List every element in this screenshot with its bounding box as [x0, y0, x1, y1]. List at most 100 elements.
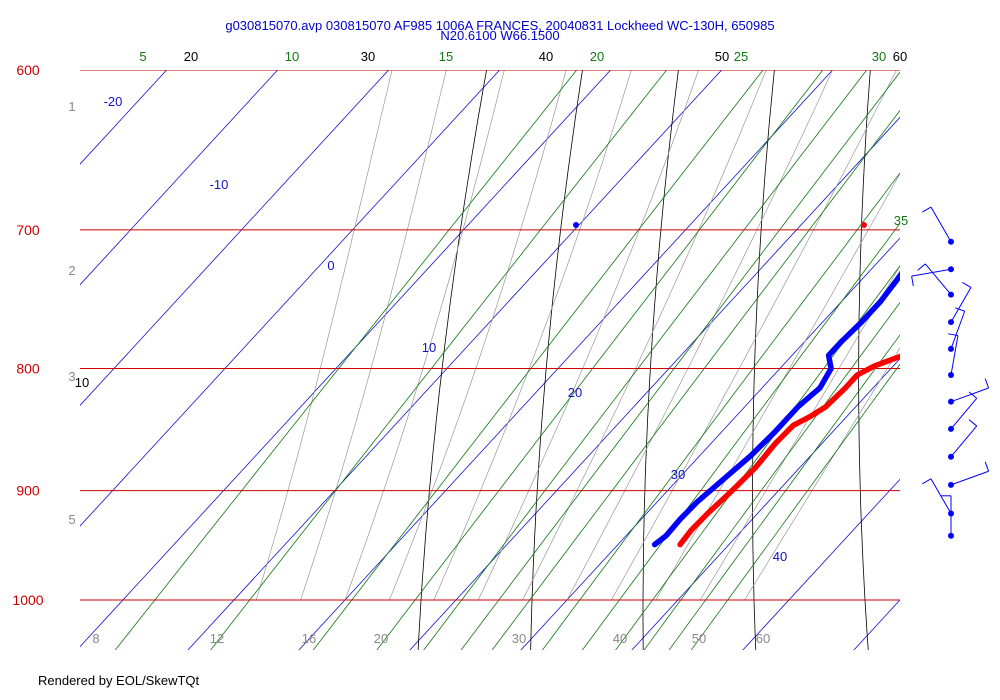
- wind-barb-dot: [948, 532, 954, 539]
- temperature-profile: [677, 353, 900, 548]
- isobar-label: 900: [16, 483, 40, 499]
- isotherm-line: [80, 70, 612, 648]
- mixing-ratio-line: [581, 222, 900, 650]
- isotherm-line: [742, 478, 900, 650]
- mixing-ratio-line: [312, 70, 764, 650]
- isotherm-label: 20: [568, 385, 582, 400]
- dewpoint-marker-dot: [573, 222, 579, 228]
- isotherm-line: [298, 70, 834, 650]
- isobar-label: 800: [16, 360, 40, 376]
- mixing-ratio-line: [668, 334, 900, 650]
- dry-adiabat-line: [530, 70, 583, 650]
- isotherm-label: -20: [104, 94, 123, 109]
- isotherm-line: [187, 70, 723, 650]
- dry-adiabat-label: 20: [184, 49, 198, 64]
- rendered-by-footer: Rendered by EOL/SkewTQt: [38, 673, 200, 688]
- moist-adiabat-line: [699, 265, 900, 601]
- mixing-ratio-label: 25: [734, 49, 748, 64]
- wind-barb-flag: [948, 333, 959, 337]
- moist-adiabat-line: [344, 70, 505, 601]
- wind-barb-flag: [922, 478, 932, 485]
- isotherm-line: [80, 70, 168, 165]
- chart-subtitle-location: N20.6100 W66.1500: [440, 28, 560, 43]
- dry-adiabat-label: 60: [893, 49, 907, 64]
- wind-barb-staff: [950, 470, 989, 486]
- mixing-ratio-label: 20: [590, 49, 604, 64]
- mixing-ratio-label: 30: [872, 49, 886, 64]
- mixing-ratio-label: 35: [894, 213, 908, 228]
- mixing-ratio-line: [376, 70, 824, 650]
- moist-adiabat-line: [655, 172, 900, 601]
- isotherm-line: [80, 70, 501, 527]
- dry-adiabat-label: 10: [75, 375, 89, 390]
- dewpoint-profile: [651, 270, 900, 548]
- wind-barb-staff: [950, 425, 978, 458]
- wind-barb-staff: [950, 311, 966, 350]
- isobar-label: 1000: [12, 592, 43, 608]
- dry-adiabat-label: 40: [539, 49, 553, 64]
- bottom-axis-label: 60: [756, 631, 770, 646]
- moist-adiabat-line: [522, 70, 767, 601]
- wind-barb-dot: [948, 319, 954, 326]
- isotherm-label: 0: [327, 258, 334, 273]
- mixing-ratio-label: 10: [285, 49, 299, 64]
- wind-barb-flag: [984, 378, 990, 389]
- moist-adiabat-line: [744, 347, 900, 601]
- mixing-ratio-line: [423, 70, 868, 650]
- wind-barb-dot: [948, 453, 954, 460]
- mixing-ratio-line: [615, 265, 900, 650]
- dry-adiabat-label: 50: [715, 49, 729, 64]
- moist-adiabat-line: [255, 70, 393, 601]
- dry-adiabat-label: 30: [361, 49, 375, 64]
- moist-adiabat-line: [566, 70, 833, 601]
- isotherm-line: [80, 70, 390, 406]
- wind-barb-flag: [984, 461, 990, 472]
- dry-adiabat-line: [417, 70, 488, 650]
- altitude-label: 5: [68, 512, 75, 527]
- isotherm-line: [0, 0, 11, 680]
- mixing-ratio-line: [690, 363, 900, 650]
- wind-barb-flag: [968, 391, 978, 399]
- bottom-axis-label: 30: [512, 631, 526, 646]
- bottom-axis-label: 50: [692, 631, 706, 646]
- bottom-axis-label: 8: [92, 631, 99, 646]
- isobar-label: 700: [16, 222, 40, 238]
- wind-barb-staff: [950, 387, 989, 403]
- bottom-axis-label: 12: [210, 631, 224, 646]
- altitude-label: 2: [68, 263, 75, 278]
- bottom-axis-label: 16: [302, 631, 316, 646]
- wind-barb-dot: [948, 345, 954, 352]
- wind-barb-dot: [948, 238, 954, 245]
- dry-adiabat-line: [642, 70, 679, 650]
- moist-adiabat-line: [433, 70, 632, 601]
- wind-barb-dot: [948, 425, 954, 432]
- moist-adiabat-line: [389, 70, 567, 601]
- mixing-ratio-label: 5: [139, 49, 146, 64]
- isotherm-line: [853, 599, 900, 650]
- isotherm-label: 30: [671, 467, 685, 482]
- dry-adiabat-line: [858, 70, 871, 650]
- moist-adiabat-line: [477, 70, 699, 601]
- isotherm-line: [80, 70, 279, 286]
- mixing-ratio-line: [210, 70, 668, 650]
- wind-barb-flag: [911, 276, 914, 287]
- moist-adiabat-line: [611, 70, 897, 601]
- wind-barb-dot: [948, 481, 954, 488]
- isobar-label: 600: [16, 62, 40, 78]
- wind-barb-flag: [955, 307, 965, 312]
- dry-adiabat-line: [962, 0, 985, 680]
- chart-title: g030815070.avp 030815070 AF985 1006A FRA…: [225, 18, 775, 33]
- isotherm-line: [631, 358, 900, 650]
- wind-barb-staff: [924, 263, 952, 295]
- wind-barb-dot: [948, 371, 954, 378]
- wind-barb-staff: [950, 287, 972, 323]
- isotherm-label: 40: [773, 549, 787, 564]
- altitude-label: 3: [68, 369, 75, 384]
- wind-barb-dot: [948, 398, 954, 405]
- isotherm-label: 10: [422, 340, 436, 355]
- wind-barb-dot: [948, 266, 954, 273]
- wind-barb-flag: [968, 419, 978, 427]
- isotherm-line: [409, 116, 900, 650]
- wind-barb-flag: [917, 263, 926, 271]
